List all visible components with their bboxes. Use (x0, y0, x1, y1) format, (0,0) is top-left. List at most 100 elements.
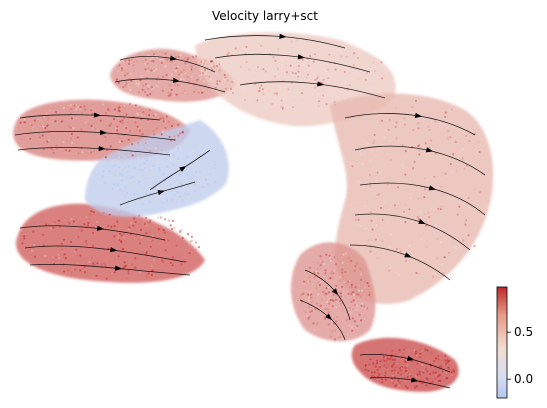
cell-point (448, 251, 451, 254)
cell-point (428, 146, 431, 149)
cell-point (34, 255, 37, 258)
cell-point (218, 63, 221, 66)
cell-point (116, 191, 119, 194)
cell-point (332, 268, 335, 271)
cell-point (198, 74, 201, 77)
cell-point (150, 264, 153, 267)
cell-point (157, 216, 160, 219)
cell-point (177, 157, 180, 160)
cell-point (307, 42, 310, 45)
cell-point (309, 78, 312, 81)
cell-point (348, 280, 351, 283)
cell-point (388, 212, 391, 215)
cell-point (340, 55, 343, 58)
cell-point (404, 366, 407, 370)
cell-point (72, 220, 75, 223)
cell-point (169, 224, 172, 227)
cell-point (467, 234, 470, 237)
cell-point (412, 129, 415, 132)
cell-point (313, 275, 317, 279)
cell-point (52, 151, 55, 154)
cell-point (395, 241, 398, 244)
cell-point (361, 163, 365, 166)
cell-point (173, 91, 176, 94)
cell-point (168, 135, 171, 139)
cell-point (352, 52, 355, 55)
cell-point (439, 373, 442, 376)
cell-point (366, 281, 369, 285)
cell-point (95, 274, 98, 277)
cell-point (307, 64, 310, 67)
stream-line (354, 213, 471, 251)
cell-point (407, 350, 410, 353)
cell-point (449, 162, 452, 166)
cell-point (351, 317, 354, 320)
cell-point (388, 118, 391, 121)
cell-point (124, 73, 127, 76)
cell-point (330, 272, 333, 275)
cell-point (90, 109, 93, 112)
cell-point (92, 225, 95, 228)
cell-point (152, 164, 155, 168)
cell-point (161, 86, 164, 90)
cell-point (167, 91, 170, 94)
cell-point (131, 60, 135, 63)
cell-point (314, 308, 317, 311)
cell-point (202, 63, 206, 66)
cell-point (444, 359, 447, 362)
cell-point (125, 126, 128, 130)
cell-point (76, 136, 79, 139)
cell-point (325, 293, 328, 296)
cell-point (213, 65, 216, 68)
cell-point (44, 127, 47, 130)
cell-point (258, 86, 261, 89)
cell-point (32, 230, 35, 233)
cell-point (190, 167, 193, 170)
cell-point (140, 236, 143, 239)
cell-point (416, 366, 419, 370)
cell-point (64, 257, 68, 260)
cell-point (190, 174, 193, 177)
cell-point (141, 154, 144, 157)
cell-point (371, 74, 374, 77)
cell-point (85, 273, 88, 276)
cell-point (23, 118, 26, 121)
cell-point (414, 350, 418, 353)
cell-point (48, 109, 51, 112)
cell-point (479, 191, 482, 194)
cell-point (210, 60, 213, 63)
cell-point (79, 254, 82, 257)
cell-point (320, 77, 323, 80)
cell-point (118, 166, 121, 169)
cell-point (341, 319, 344, 322)
cell-point (68, 109, 71, 112)
cell-point (376, 256, 379, 260)
cell-point (123, 66, 126, 69)
cell-point (172, 154, 175, 157)
cell-point (127, 121, 130, 124)
stream-line (19, 225, 166, 241)
cell-point (447, 270, 450, 273)
cell-point (188, 68, 192, 71)
cell-point (434, 357, 438, 360)
cell-point (404, 360, 407, 363)
cell-point (369, 159, 372, 163)
cell-point (358, 289, 361, 292)
cell-point (390, 379, 393, 382)
cell-point (143, 162, 146, 165)
cell-point (417, 197, 420, 200)
cell-point (141, 202, 144, 205)
cell-point (131, 143, 134, 146)
colorbar-tick-label: 0.0 (514, 372, 533, 386)
cell-point (379, 365, 382, 369)
cell-point (443, 256, 446, 259)
cell-point (69, 241, 73, 244)
cell-point (128, 172, 132, 175)
cell-point (168, 219, 171, 222)
cell-point (338, 336, 341, 339)
cell-point (316, 77, 319, 80)
cell-point (319, 255, 322, 258)
cell-point (152, 175, 155, 178)
cell-point (313, 303, 316, 306)
cell-point (113, 108, 117, 111)
